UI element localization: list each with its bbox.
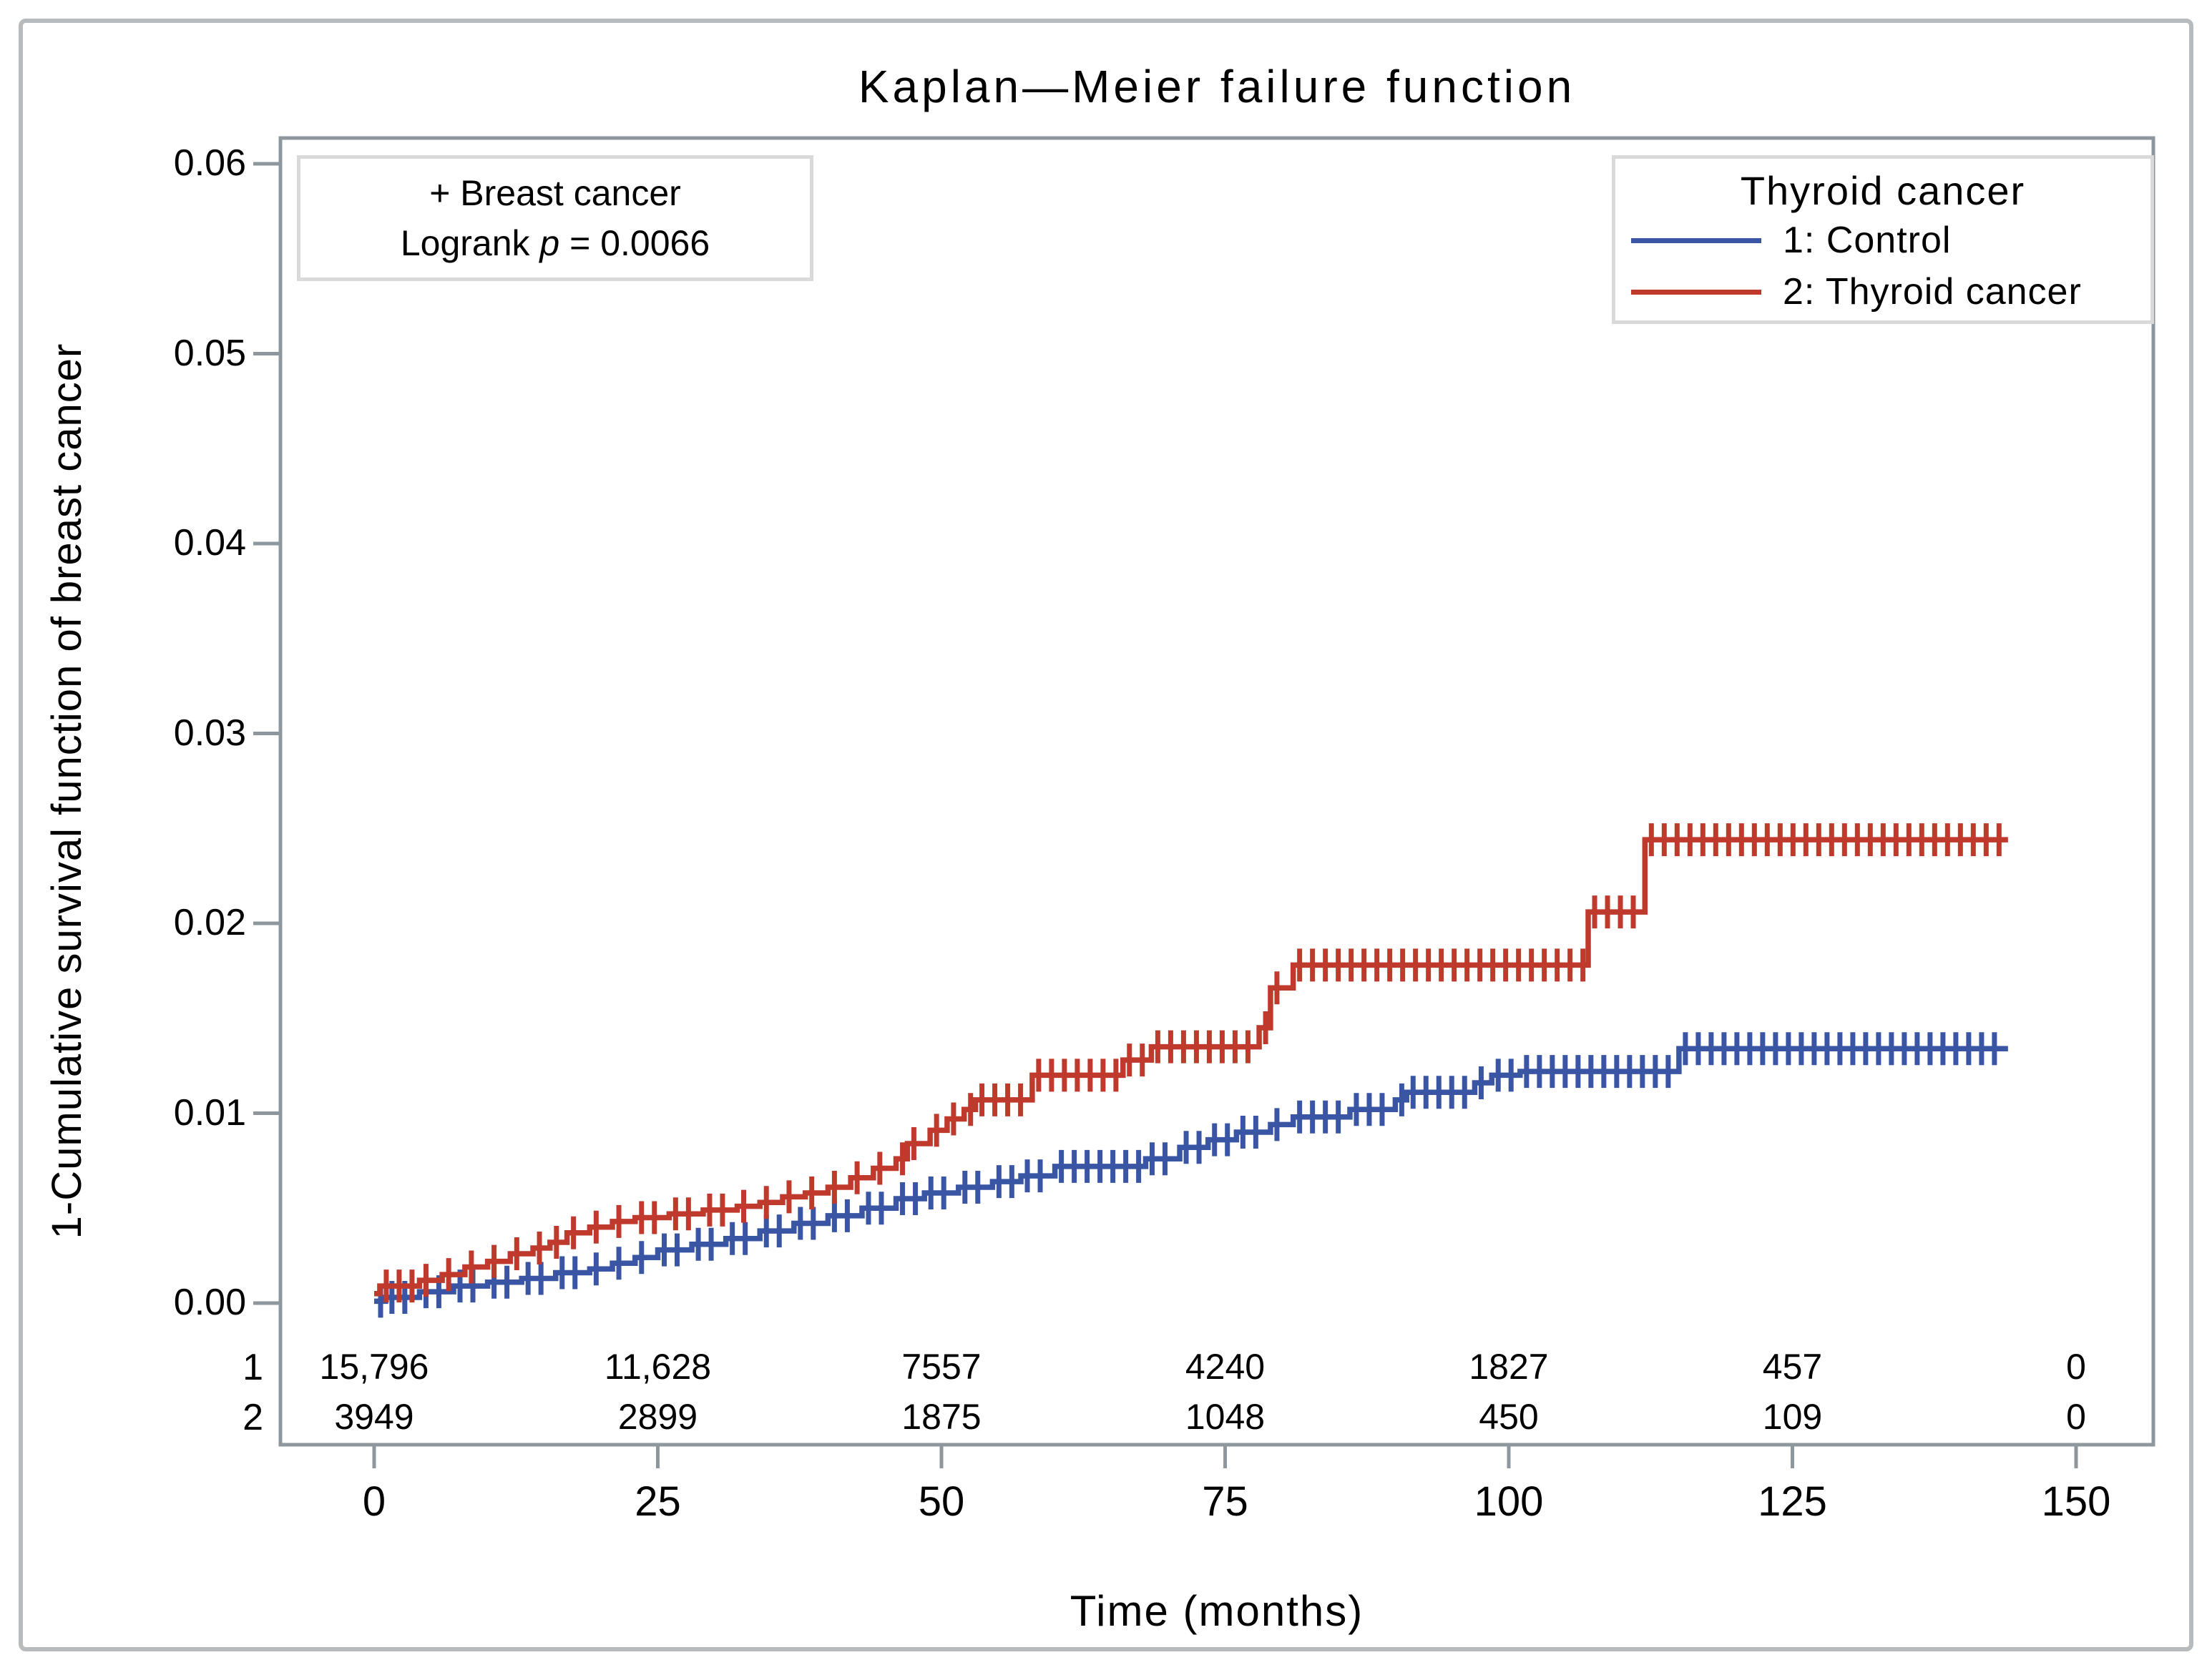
logrank-value: = 0.0066 (559, 223, 710, 263)
y-axis-title: 1-Cumulative survival function of breast… (44, 343, 90, 1239)
risk-count: 1875 (901, 1397, 982, 1437)
legend-entry-label: 2: Thyroid cancer (1783, 271, 2082, 313)
figure-border (19, 19, 2193, 1651)
legend-title: Thyroid cancer (1740, 168, 2026, 213)
risk-count: 7557 (901, 1347, 982, 1387)
risk-count: 11,628 (604, 1347, 712, 1387)
logrank-annotation-box: + Breast cancer Logrank p = 0.0066 (297, 155, 813, 281)
x-tick-label: 25 (635, 1478, 681, 1525)
x-tick-label: 75 (1202, 1478, 1248, 1525)
km-curve-control (374, 1046, 2008, 1305)
y-tick-label: 0.00 (173, 1282, 246, 1323)
legend-entry-control: 1: Control (1615, 220, 2150, 261)
x-tick-label: 150 (2041, 1478, 2111, 1525)
thyroid-cancer-line-swatch (1631, 289, 1761, 295)
y-tick-label: 0.02 (173, 902, 246, 943)
p-symbol: p (539, 223, 560, 263)
annotation-logrank-p: Logrank p = 0.0066 (401, 222, 710, 264)
y-tick-label: 0.04 (173, 522, 246, 564)
legend-entry-thyroid-cancer: 2: Thyroid cancer (1615, 271, 2150, 313)
risk-count: 15,796 (319, 1347, 429, 1387)
km-curve-thyroid-cancer (374, 837, 2008, 1297)
x-tick-label: 50 (918, 1478, 965, 1525)
y-axis-ticks (253, 162, 280, 1305)
risk-count: 3949 (334, 1397, 414, 1437)
x-tick-label: 0 (362, 1478, 386, 1525)
logrank-prefix: Logrank (400, 223, 540, 263)
risk-count: 1827 (1469, 1347, 1549, 1387)
y-tick-label: 0.01 (173, 1091, 246, 1134)
risk-count: 450 (1479, 1397, 1539, 1437)
risk-count: 2899 (617, 1397, 698, 1437)
risk-row-label: 1 (243, 1347, 263, 1388)
x-axis-title: Time (months) (1070, 1587, 1364, 1635)
legend-entry-label: 1: Control (1783, 220, 1952, 261)
risk-count: 0 (2066, 1397, 2086, 1437)
control-line-swatch (1631, 237, 1761, 243)
x-tick-label: 125 (1758, 1478, 1827, 1525)
annotation-group-label: + Breast cancer (429, 173, 681, 213)
risk-row-label: 2 (243, 1397, 263, 1438)
y-tick-label: 0.05 (173, 332, 246, 374)
plot-box (278, 136, 2155, 1447)
risk-count: 4240 (1185, 1347, 1266, 1387)
legend: Thyroid cancer 1: Control 2: Thyroid can… (1612, 155, 2154, 324)
x-axis-ticks (372, 1445, 2078, 1468)
risk-count: 109 (1762, 1397, 1823, 1437)
y-tick-label: 0.03 (173, 712, 246, 754)
risk-count: 0 (2066, 1347, 2086, 1387)
risk-count: 457 (1762, 1347, 1823, 1387)
y-tick-label: 0.06 (173, 142, 246, 184)
censor-ticks-thyroid-cancer (383, 823, 2002, 1303)
chart-title: Kaplan—Meier failure function (858, 61, 1576, 112)
x-tick-label: 100 (1474, 1478, 1544, 1525)
censor-ticks-control (378, 1032, 1997, 1318)
risk-count: 1048 (1185, 1397, 1266, 1437)
